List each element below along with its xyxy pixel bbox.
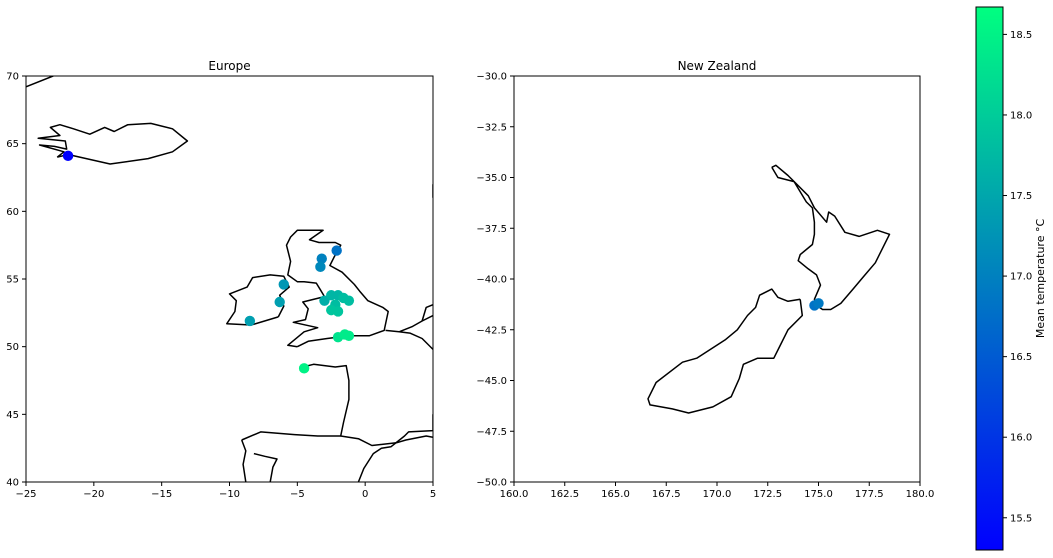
europe-coastline: [285, 229, 389, 348]
colorbar-tick-label: 18.5: [1010, 30, 1032, 41]
new-zealand-y-tick-label: −50.0: [476, 478, 507, 489]
colorbar-tick-label: 17.0: [1010, 272, 1032, 283]
europe-data-point: [316, 253, 327, 264]
europe-points: [62, 150, 355, 374]
new-zealand-y-tick-label: −35.0: [476, 173, 507, 184]
new-zealand-x-tick-label: 172.5: [753, 489, 782, 500]
europe-x-tick-label: 0: [362, 489, 368, 500]
new-zealand-panel: New Zealand 160.0 162.5 165.0 167.5 170.0 172…: [476, 59, 934, 500]
new-zealand-y-tick-label: −32.5: [476, 122, 507, 133]
europe-x-axis: −25 −20 −15 −10 −5 0 5: [15, 482, 436, 500]
europe-y-tick-label: 55: [6, 275, 19, 286]
new-zealand-x-axis: 160.0 162.5 165.0 167.5 170.0 172.5 175.0 177.5…: [500, 482, 935, 500]
new-zealand-data-point: [813, 298, 824, 309]
europe-coastline: [302, 363, 433, 447]
europe-y-tick-label: 60: [6, 207, 19, 218]
europe-x-tick-label: −20: [83, 489, 104, 500]
new-zealand-y-tick-label: −45.0: [476, 376, 507, 387]
europe-y-tick-label: 50: [6, 342, 19, 353]
colorbar-tick-label: 16.5: [1010, 352, 1032, 363]
europe-coastline: [385, 314, 433, 333]
europe-coastline: [399, 331, 433, 350]
new-zealand-x-tick-label: 162.5: [550, 489, 579, 500]
colorbar-tick-label: 17.5: [1010, 191, 1032, 202]
europe-data-point: [332, 306, 344, 317]
new-zealand-x-tick-label: 170.0: [703, 489, 732, 500]
new-zealand-x-tick-label: 180.0: [906, 489, 935, 500]
europe-data-point: [62, 150, 74, 162]
new-zealand-points: [809, 298, 824, 311]
europe-y-tick-label: 40: [6, 478, 19, 489]
new-zealand-y-tick-label: −40.0: [476, 275, 507, 286]
new-zealand-coastline: [771, 164, 891, 311]
new-zealand-x-tick-label: 167.5: [652, 489, 681, 500]
europe-y-tick-label: 45: [6, 410, 19, 421]
europe-y-tick-label: 70: [6, 72, 19, 83]
europe-data-point: [343, 330, 355, 342]
colorbar: 15.5 16.0 16.5 17.0 17.5 18.0 18.5 Mean temper…: [975, 6, 1047, 551]
new-zealand-x-tick-label: 175.0: [804, 489, 833, 500]
new-zealand-y-tick-label: −47.5: [476, 427, 507, 438]
europe-coastline: [226, 274, 290, 326]
new-zealand-x-tick-label: 177.5: [855, 489, 884, 500]
europe-data-point: [244, 315, 256, 327]
europe-coastline: [37, 122, 189, 165]
europe-data-point: [278, 279, 289, 290]
new-zealand-y-tick-label: −42.5: [476, 325, 507, 336]
new-zealand-plot-area: [514, 76, 920, 482]
colorbar-label: Mean temperature °C: [1034, 219, 1047, 339]
europe-coastline: [240, 439, 247, 482]
europe-x-tick-label: −5: [290, 489, 305, 500]
new-zealand-x-tick-label: 160.0: [500, 489, 529, 500]
europe-coastline: [253, 452, 278, 482]
europe-coastline: [26, 76, 55, 88]
new-zealand-y-axis: −50.0 −47.5 −45.0 −42.5 −40.0 −37.5 −35.0 −32.5…: [476, 72, 514, 489]
colorbar-tick-label: 18.0: [1010, 110, 1032, 121]
europe-coastlines: [26, 76, 433, 482]
europe-x-tick-label: −25: [15, 489, 36, 500]
europe-data-point: [343, 295, 355, 306]
new-zealand-y-tick-label: −37.5: [476, 224, 507, 235]
new-zealand-coastline: [647, 288, 804, 414]
europe-data-point: [298, 363, 310, 374]
europe-x-tick-label: −15: [151, 489, 172, 500]
europe-data-point: [331, 245, 342, 256]
new-zealand-title: New Zealand: [678, 59, 757, 73]
europe-plot-area: [26, 76, 433, 482]
new-zealand-coastlines: [647, 164, 891, 414]
colorbar-tick-label: 15.5: [1010, 513, 1032, 524]
colorbar-tick-label: 16.0: [1010, 433, 1032, 444]
europe-coastline: [241, 431, 341, 441]
europe-y-axis: 40 45 50 55 60 65 70: [6, 72, 26, 489]
europe-coastline: [357, 414, 433, 482]
europe-x-tick-label: 5: [430, 489, 436, 500]
europe-data-point: [315, 261, 326, 273]
europe-data-point: [274, 296, 285, 308]
europe-coastline: [421, 304, 433, 322]
europe-y-tick-label: 65: [6, 139, 19, 150]
europe-panel: Europe −25 −20 −15 −10 −5 0 5 40 45 50 55 60 65 70: [6, 59, 436, 500]
new-zealand-y-tick-label: −30.0: [476, 72, 507, 83]
europe-x-tick-label: −10: [219, 489, 240, 500]
colorbar-gradient: [975, 6, 1004, 551]
new-zealand-x-tick-label: 165.0: [601, 489, 630, 500]
colorbar-ticks: 15.5 16.0 16.5 17.0 17.5 18.0 18.5: [1003, 30, 1032, 524]
europe-title: Europe: [208, 59, 250, 73]
